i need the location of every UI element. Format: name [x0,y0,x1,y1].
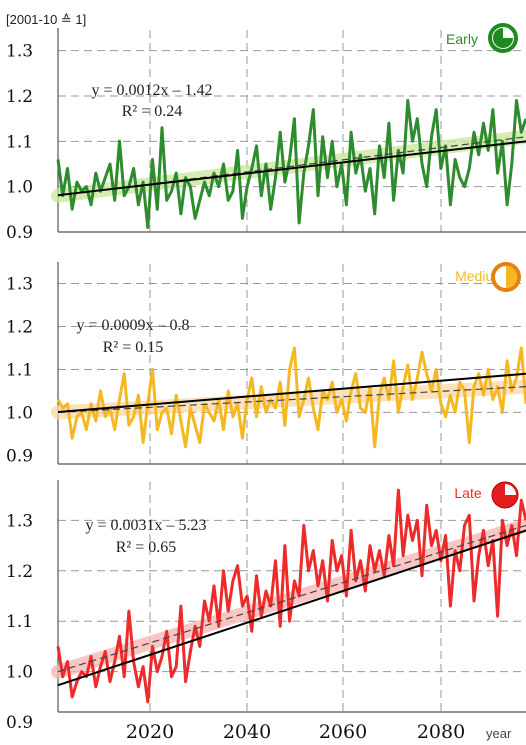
y-tick-label: 1.2 [6,317,33,337]
y-tick-label: 1.2 [6,87,33,107]
trend-equation: y = 0.0009x – 0.8 [76,317,189,334]
y-tick-label: 1.1 [6,132,33,152]
x-tick-label: 2080 [417,721,465,743]
unit-label: [2001-10 ≙ 1] [6,12,86,27]
series-line [56,488,526,704]
panel-early: 0.9 1.0 1.1 1.2 1.3 y = 0.0012x – 1.42 R² = 0.… [6,23,526,243]
x-axis-label: year [486,726,512,741]
y-tick-label: 1.0 [6,663,33,683]
r-squared-label: R² = 0.24 [122,103,183,120]
y-tick-label: 0.9 [6,446,33,466]
clock-quarter-icon [488,23,518,53]
r-squared-label: R² = 0.65 [116,539,177,556]
moving-average-line [57,386,526,414]
y-tick-label: 1.1 [6,612,33,632]
y-tick-label: 1.0 [6,178,33,198]
x-tick-label: 2060 [319,721,367,743]
clock-half-icon [491,262,521,292]
trend-line [57,372,526,414]
panel-late: 0.9 1.0 1.1 1.2 1.3 y = 0.0031x – 5.23 R² = 0.… [6,480,526,733]
y-tick-label: 1.0 [6,403,33,423]
y-tick-label: 1.3 [6,511,33,531]
y-tick-label: 1.3 [6,42,33,62]
x-tick-label: 2020 [126,721,174,743]
y-tick-label: 1.2 [6,562,33,582]
clock-three-quarter-icon [491,481,519,509]
panel-medium: 0.9 1.0 1.1 1.2 1.3 y = 0.0009x – 0.8 R² = 0.1… [6,262,526,466]
y-tick-label: 1.1 [6,360,33,380]
x-tick-label: 2040 [223,721,271,743]
trend-equation: y = 0.0031x – 5.23 [85,517,206,534]
trend-equation: y = 0.0012x – 1.42 [91,82,212,99]
r-squared-label: R² = 0.15 [103,339,164,356]
panel-title: Early [446,31,478,47]
y-tick-label: 1.3 [6,274,33,294]
trend-line [57,140,526,197]
moving-average-line [57,524,526,673]
y-tick-label: 0.9 [6,223,33,243]
trend-line [57,529,526,687]
chart-panels: 0.9 1.0 1.1 1.2 1.3 y = 0.0012x – 1.42 R² = 0.… [6,23,526,743]
x-tick-labels: 2020 2040 2060 2080 [126,721,465,743]
y-tick-label: 0.9 [6,713,33,733]
panel-title: Late [454,485,481,501]
